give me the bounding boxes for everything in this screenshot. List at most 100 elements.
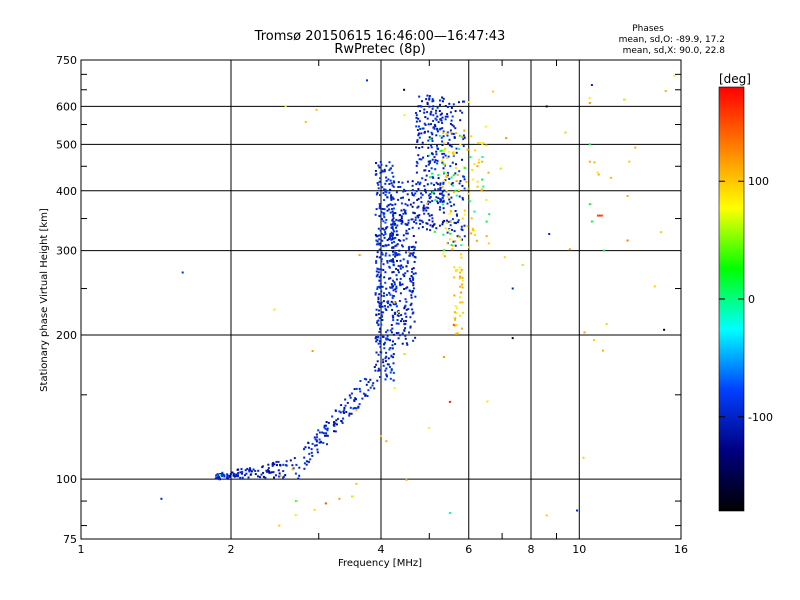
data-point xyxy=(250,470,253,473)
data-point xyxy=(443,255,446,258)
data-point xyxy=(411,246,413,249)
data-point xyxy=(249,473,252,476)
data-point xyxy=(297,477,300,480)
y-tick-label: 300 xyxy=(56,245,77,258)
data-point xyxy=(428,194,430,197)
data-point xyxy=(429,229,432,232)
data-point xyxy=(443,219,446,222)
data-point xyxy=(454,127,457,130)
data-point xyxy=(392,279,394,282)
data-point xyxy=(375,314,378,317)
data-point xyxy=(399,186,402,188)
data-point xyxy=(442,252,445,255)
data-point xyxy=(419,105,422,107)
data-point xyxy=(383,276,386,279)
data-point xyxy=(488,213,491,216)
data-point xyxy=(411,312,414,315)
data-point xyxy=(411,276,414,279)
data-point xyxy=(481,156,484,158)
data-point xyxy=(428,170,431,172)
data-point xyxy=(241,476,244,479)
data-point xyxy=(266,470,269,473)
data-point xyxy=(453,266,456,269)
data-point xyxy=(388,348,391,351)
data-point xyxy=(378,279,381,282)
stats-line-x: mean, sd,X: 90.0, 22.8 xyxy=(623,46,726,56)
data-point xyxy=(388,161,391,164)
data-point xyxy=(442,211,445,214)
data-point xyxy=(304,121,307,123)
data-point xyxy=(378,268,381,271)
data-point xyxy=(392,271,395,273)
data-point xyxy=(392,371,395,374)
data-point xyxy=(432,114,435,117)
data-point xyxy=(407,308,410,311)
data-point xyxy=(454,189,457,192)
data-point xyxy=(380,170,383,173)
data-point xyxy=(391,327,394,330)
data-point xyxy=(391,286,394,289)
data-point xyxy=(478,158,481,161)
data-point xyxy=(394,312,397,315)
data-point xyxy=(449,221,452,223)
data-point xyxy=(291,468,294,471)
data-point xyxy=(393,181,396,184)
data-point xyxy=(375,208,378,211)
data-point xyxy=(479,141,482,144)
data-point xyxy=(441,116,444,119)
data-point xyxy=(434,188,437,191)
data-point xyxy=(446,176,449,178)
data-point xyxy=(417,188,420,190)
data-point xyxy=(386,209,389,212)
data-point xyxy=(420,158,423,161)
data-point xyxy=(453,294,456,297)
y-tick-label: 200 xyxy=(56,329,77,342)
data-point xyxy=(457,236,460,239)
data-point xyxy=(390,324,393,326)
data-point xyxy=(410,302,413,305)
data-point xyxy=(384,232,387,235)
data-point xyxy=(249,467,251,470)
data-point xyxy=(392,214,395,217)
data-point xyxy=(458,170,461,173)
data-point xyxy=(389,188,392,191)
data-point xyxy=(358,387,361,390)
data-point xyxy=(415,116,418,119)
data-point xyxy=(349,396,352,399)
data-point xyxy=(462,166,465,169)
data-point xyxy=(375,173,378,175)
data-point xyxy=(411,184,414,187)
data-point xyxy=(401,181,404,184)
data-point xyxy=(427,163,430,166)
data-point xyxy=(401,245,404,248)
data-point xyxy=(448,102,451,105)
data-point xyxy=(462,100,464,103)
data-point xyxy=(434,117,437,120)
data-point xyxy=(298,466,301,469)
data-point xyxy=(410,270,413,273)
data-point xyxy=(379,282,382,285)
data-point xyxy=(448,144,451,147)
data-point xyxy=(415,190,418,193)
data-point xyxy=(322,432,325,435)
data-point xyxy=(461,198,464,201)
data-point xyxy=(395,290,397,293)
data-point xyxy=(415,112,417,114)
data-point xyxy=(379,229,382,232)
data-point xyxy=(315,439,318,442)
data-point xyxy=(419,128,422,130)
data-point xyxy=(326,429,329,432)
data-point xyxy=(406,223,409,226)
data-point xyxy=(460,270,463,273)
data-point xyxy=(393,240,396,243)
data-point xyxy=(236,475,239,478)
data-point xyxy=(391,297,394,299)
data-point xyxy=(450,244,453,247)
data-point xyxy=(442,171,445,174)
data-point xyxy=(378,203,381,205)
data-point xyxy=(375,193,378,196)
data-point xyxy=(427,212,430,215)
data-point xyxy=(456,331,459,334)
data-point xyxy=(471,229,474,231)
data-point xyxy=(423,207,426,210)
